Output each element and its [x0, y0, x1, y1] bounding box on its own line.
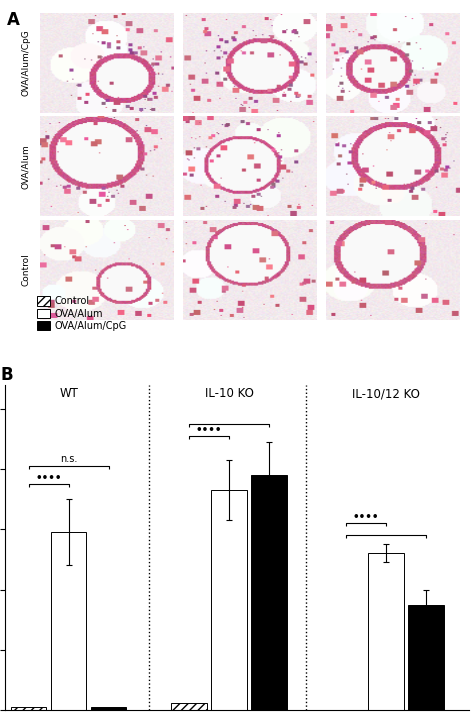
Legend: Control, OVA/Alum, OVA/Alum/CpG: Control, OVA/Alum, OVA/Alum/CpG: [33, 293, 130, 335]
Bar: [211, 490, 246, 710]
Text: IL-10/12 KO: IL-10/12 KO: [350, 16, 436, 29]
Text: OVA/Alum: OVA/Alum: [21, 144, 30, 189]
Bar: [51, 532, 86, 710]
Bar: [91, 707, 127, 710]
Text: B: B: [0, 366, 13, 384]
Text: OVA/Alum/CpG: OVA/Alum/CpG: [21, 29, 30, 96]
Bar: [251, 475, 287, 710]
Bar: [409, 604, 444, 710]
Text: WT: WT: [95, 16, 118, 29]
Bar: [11, 708, 46, 710]
Text: n.s.: n.s.: [60, 455, 78, 465]
Text: IL-10/12 KO: IL-10/12 KO: [352, 387, 420, 400]
Bar: [171, 703, 207, 710]
Text: IL-10 KO: IL-10 KO: [205, 387, 254, 400]
Text: Control: Control: [21, 253, 30, 286]
Text: ••••: ••••: [353, 512, 379, 522]
Text: ••••: ••••: [36, 473, 62, 483]
Text: A: A: [7, 11, 20, 29]
Text: IL-10 KO: IL-10 KO: [219, 16, 281, 29]
Text: ••••: ••••: [196, 425, 222, 435]
Text: WT: WT: [59, 387, 78, 400]
Bar: [368, 554, 403, 710]
